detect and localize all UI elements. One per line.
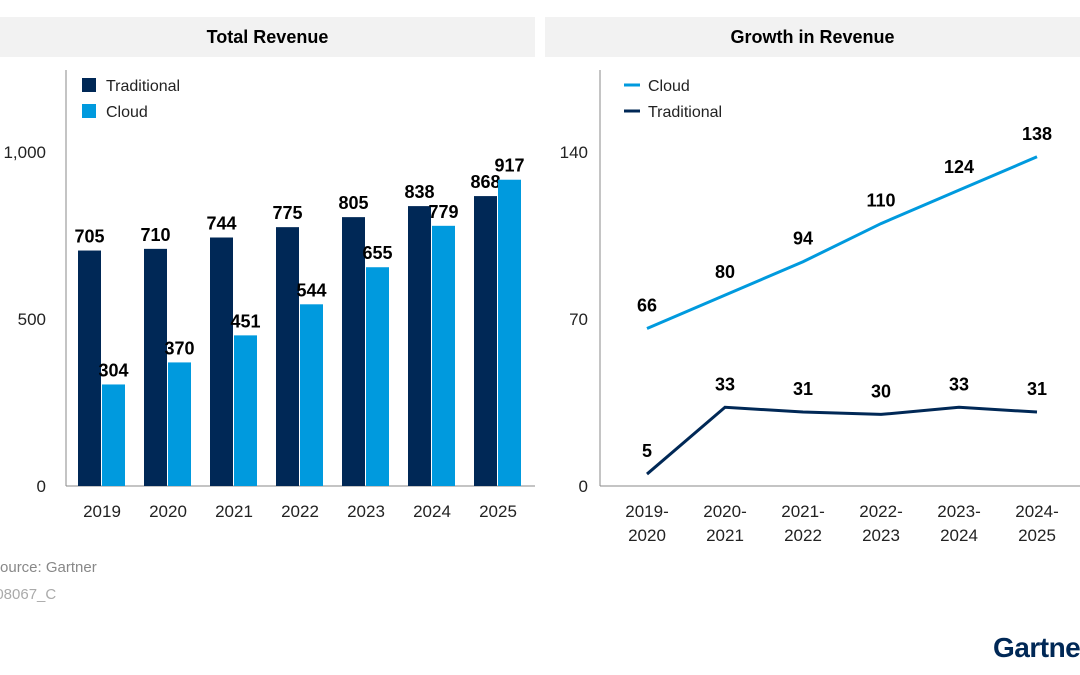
data-label: 33 [715,374,735,394]
x-tick-label: 2025 [479,502,517,521]
data-label: 710 [140,225,170,245]
x-tick-label: 2022 [784,526,822,545]
x-tick-label: 2021 [215,502,253,521]
bar-cloud [102,384,125,486]
bar-cloud [498,179,521,487]
data-label: 5 [642,441,652,461]
data-label: 110 [866,191,895,211]
y-tick-label: 140 [560,143,588,162]
x-tick-label: 2023 [347,502,385,521]
x-tick-label: 2022- [859,502,902,521]
x-tick-label: 2022 [281,502,319,521]
legend-swatch [82,104,96,118]
legend-label: Traditional [648,104,722,121]
gartner-logo: Gartner [993,632,1080,663]
bar-traditional [210,237,233,486]
x-tick-label: 2019- [625,502,668,521]
y-tick-label: 0 [579,477,588,496]
x-tick-label: 2020- [703,502,746,521]
x-tick-label: 2021- [781,502,824,521]
data-label: 80 [715,262,735,282]
data-label: 31 [1027,379,1047,399]
x-tick-label: 2024 [413,502,451,521]
legend-label: Cloud [106,104,148,121]
data-label: 655 [362,243,392,263]
data-label: 779 [428,202,458,222]
source-note: Source: Gartner [0,559,97,576]
bar-traditional [276,227,299,486]
bar-cloud [432,225,455,486]
data-label: 744 [206,214,236,234]
bar-traditional [342,217,365,486]
data-label: 917 [494,156,524,176]
data-label: 94 [793,229,813,249]
growth-revenue-title: Growth in Revenue [545,17,1080,57]
y-tick-label: 1,000 [3,143,46,162]
data-label: 138 [1022,124,1052,144]
data-label: 66 [637,296,657,316]
y-tick-label: 500 [18,310,46,329]
bar-traditional [144,248,167,486]
data-label: 705 [74,227,104,247]
bar-traditional [408,206,431,486]
data-label: 124 [944,157,974,177]
legend-swatch [82,78,96,92]
x-tick-label: 2023 [862,526,900,545]
data-label: 304 [98,360,128,380]
bar-traditional [78,250,101,486]
bar-cloud [168,362,191,486]
x-tick-label: 2025 [1018,526,1056,545]
data-label: 838 [404,182,434,202]
line-traditional [646,405,1038,476]
legend-label: Cloud [648,78,690,95]
data-label: 33 [949,374,969,394]
x-tick-label: 2019 [83,502,121,521]
total-revenue-title: Total Revenue [0,17,535,57]
x-tick-label: 2024- [1015,502,1058,521]
data-label: 775 [272,203,302,223]
data-label: 31 [793,379,813,399]
data-label: 451 [230,311,260,331]
bar-traditional [474,196,497,486]
y-tick-label: 70 [569,310,588,329]
legend-label: Traditional [106,78,180,95]
x-tick-label: 2020 [149,502,187,521]
x-tick-label: 2021 [706,526,744,545]
x-tick-label: 2020 [628,526,666,545]
data-label: 30 [871,381,891,401]
data-label: 544 [296,280,326,300]
y-tick-label: 0 [37,477,46,496]
chart-id: 808067_C [0,586,57,603]
bar-cloud [300,304,323,486]
x-tick-label: 2023- [937,502,980,521]
data-label: 805 [338,193,368,213]
bar-cloud [366,267,389,486]
line-cloud [646,155,1038,330]
data-label: 370 [164,338,194,358]
bar-cloud [234,335,257,486]
data-label: 868 [470,172,500,192]
x-tick-label: 2024 [940,526,978,545]
